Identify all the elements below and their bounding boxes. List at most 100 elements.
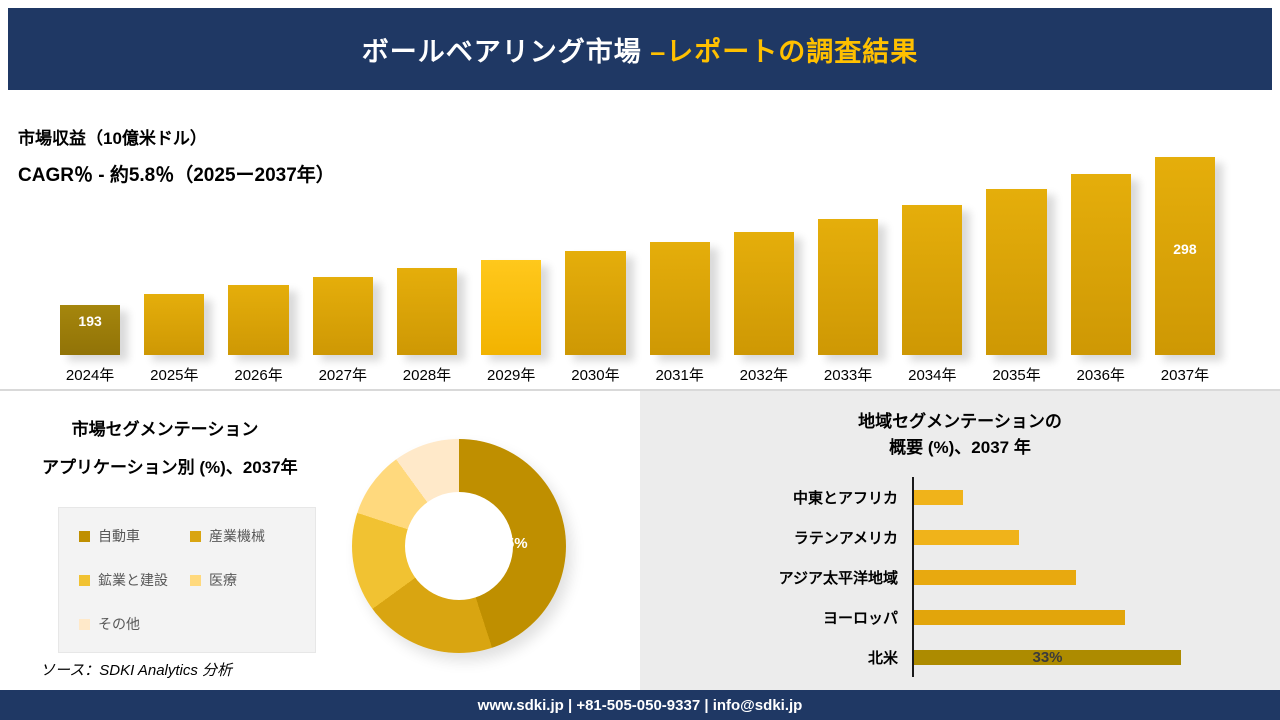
segmentation-title: 市場セグメンテーション	[71, 420, 259, 439]
year-axis-label: 2030年	[571, 367, 620, 384]
legend-label: 鉱業と建設	[98, 572, 168, 588]
cagr-label: CAGR％ - 約5.8％（2025ー2037年）	[18, 165, 335, 186]
year-axis-label: 2031年	[655, 367, 704, 384]
metric-label: 市場収益（10億米ドル）	[18, 129, 207, 148]
year-axis-label: 2028年	[402, 367, 452, 384]
source-note: ソース：SDKI Analytics 分析	[40, 662, 233, 679]
revenue-bar-2031年: 2031年	[649, 155, 710, 384]
legend-swatch-icon	[190, 574, 201, 586]
legend-item-鉱業と建設: 鉱業と建設	[79, 570, 184, 590]
segmentation-subtitle: アプリケーション別 (%)、2037年	[42, 458, 298, 477]
bar-shape	[565, 251, 626, 355]
revenue-chart-section: 市場収益（10億米ドル） CAGR％ - 約5.8％（2025ー2037年） 1…	[0, 90, 1280, 389]
regional-title-line1: 地域セグメンテーションの	[858, 412, 1062, 431]
year-axis-label: 2025年	[150, 367, 199, 384]
legend-swatch-icon	[79, 618, 90, 630]
bar-shape	[481, 260, 542, 355]
bar-shape	[817, 219, 879, 355]
legend-label: 医療	[209, 572, 237, 588]
revenue-bar-2034年: 2034年	[902, 155, 963, 384]
revenue-bar-2030年: 2030年	[565, 155, 626, 384]
footer-contact-text: www.sdki.jp | +81-505-050-9337 | info@sd…	[477, 696, 803, 714]
legend-item-産業機械: 産業機械	[190, 526, 295, 546]
bar-shape	[60, 305, 121, 355]
header-banner: ボールベアリング市場 –レポートの調査結果	[8, 8, 1272, 90]
year-axis-label: 2026年	[234, 367, 283, 384]
donut-slice-label: 45%	[497, 535, 528, 553]
regional-category-label: 中東とアフリカ	[792, 489, 898, 507]
regional-title-line2: 概要 (%)、2037 年	[889, 437, 1031, 457]
bar-shape	[733, 232, 794, 355]
regional-bar-value-label: 33%	[1032, 648, 1063, 666]
year-axis-label: 2024年	[65, 367, 115, 384]
revenue-bar-2028年: 2028年	[396, 155, 458, 384]
regional-bar-area: 33%	[912, 637, 1250, 677]
bar-shape	[1154, 157, 1216, 355]
legend-label: 産業機械	[209, 528, 265, 544]
regional-bar-shape	[914, 609, 1125, 625]
segmentation-panel: 市場セグメンテーション アプリケーション別 (%)、2037年 自動車 産業機械鉱…	[0, 391, 640, 690]
year-axis-label: 2034年	[908, 367, 957, 384]
year-axis-label: 2029年	[487, 367, 536, 384]
regional-panel: 地域セグメンテーションの 概要 (%)、2037 年 中東とアフリカ ラテンアメリ…	[640, 391, 1280, 690]
year-axis-label: 2036年	[1076, 367, 1125, 384]
legend-item-その他: その他	[79, 614, 184, 634]
bar-shape	[396, 268, 458, 355]
bar-shape	[649, 242, 710, 355]
regional-title: 地域セグメンテーションの 概要 (%)、2037 年	[640, 409, 1280, 460]
regional-bar-shape	[914, 529, 1019, 545]
regional-row-ラテンアメリカ: ラテンアメリカ	[660, 517, 1250, 557]
bar-shape	[1070, 174, 1131, 355]
regional-category-label: ラテンアメリカ	[793, 529, 898, 547]
year-axis-label: 2027年	[318, 367, 367, 384]
bar-shape	[902, 205, 963, 355]
regional-bar-area	[912, 477, 1250, 517]
footer-bar: www.sdki.jp | +81-505-050-9337 | info@sd…	[0, 690, 1280, 720]
application-donut-chart: 45%	[352, 439, 566, 653]
revenue-bar-2025年: 2025年	[144, 155, 205, 384]
revenue-bar-2027年: 2027年	[312, 155, 373, 384]
bar-value-label: 298	[1173, 241, 1197, 257]
revenue-bar-2036年: 2036年	[1070, 155, 1131, 384]
revenue-bar-2033年: 2033年	[817, 155, 879, 384]
year-axis-label: 2032年	[739, 367, 789, 384]
year-axis-label: 2035年	[992, 367, 1041, 384]
revenue-bar-chart: 193 2024年 2025年 2026年 2027年 2028年 2029年 2030年 20…	[60, 155, 1216, 384]
legend-swatch-icon	[79, 530, 90, 542]
legend-swatch-icon	[190, 530, 201, 542]
donut-hole	[405, 492, 513, 600]
bar-shape	[986, 189, 1047, 355]
page-title: ボールベアリング市場 –レポートの調査結果	[362, 30, 919, 69]
year-axis-label: 2037年	[1160, 367, 1210, 384]
page-title-main: ボールベアリング市場	[361, 36, 651, 67]
legend-swatch-icon	[79, 574, 90, 586]
bar-shape	[144, 294, 205, 355]
regional-row-アジア太平洋地域: アジア太平洋地域	[660, 557, 1250, 597]
regional-bar-shape	[914, 569, 1076, 585]
legend-item-自動車: 自動車	[79, 526, 184, 546]
regional-category-label: ヨーロッパ	[822, 609, 898, 627]
regional-row-北米: 北米 33%	[660, 637, 1250, 677]
revenue-bar-2026年: 2026年	[228, 155, 289, 384]
legend-item-医療: 医療	[190, 570, 295, 590]
regional-bar-area	[912, 597, 1250, 637]
regional-category-label: アジア太平洋地域	[778, 569, 898, 587]
revenue-bar-2032年: 2032年	[733, 155, 794, 384]
regional-category-label: 北米	[867, 649, 898, 667]
regional-bar-shape: 33%	[914, 648, 1181, 666]
legend-label: 自動車	[98, 528, 140, 544]
page-title-accent: –レポートの調査結果	[650, 36, 919, 67]
bar-value-label: 193	[78, 313, 102, 329]
bar-shape	[228, 285, 289, 355]
regional-bar-shape	[914, 489, 963, 505]
year-axis-label: 2033年	[823, 367, 873, 384]
regional-bar-area	[912, 557, 1250, 597]
revenue-bar-2037年: 298 2037年	[1154, 155, 1216, 384]
bottom-panels: 市場セグメンテーション アプリケーション別 (%)、2037年 自動車 産業機械鉱…	[0, 389, 1280, 690]
regional-row-ヨーロッパ: ヨーロッパ	[660, 597, 1250, 637]
regional-bar-chart: 中東とアフリカ ラテンアメリカアジア太平洋地域ヨーロッパ北米 33%	[660, 477, 1250, 677]
revenue-bar-2029年: 2029年	[481, 155, 542, 384]
regional-row-中東とアフリカ: 中東とアフリカ	[660, 477, 1250, 517]
revenue-bar-2024年: 193 2024年	[60, 155, 121, 384]
